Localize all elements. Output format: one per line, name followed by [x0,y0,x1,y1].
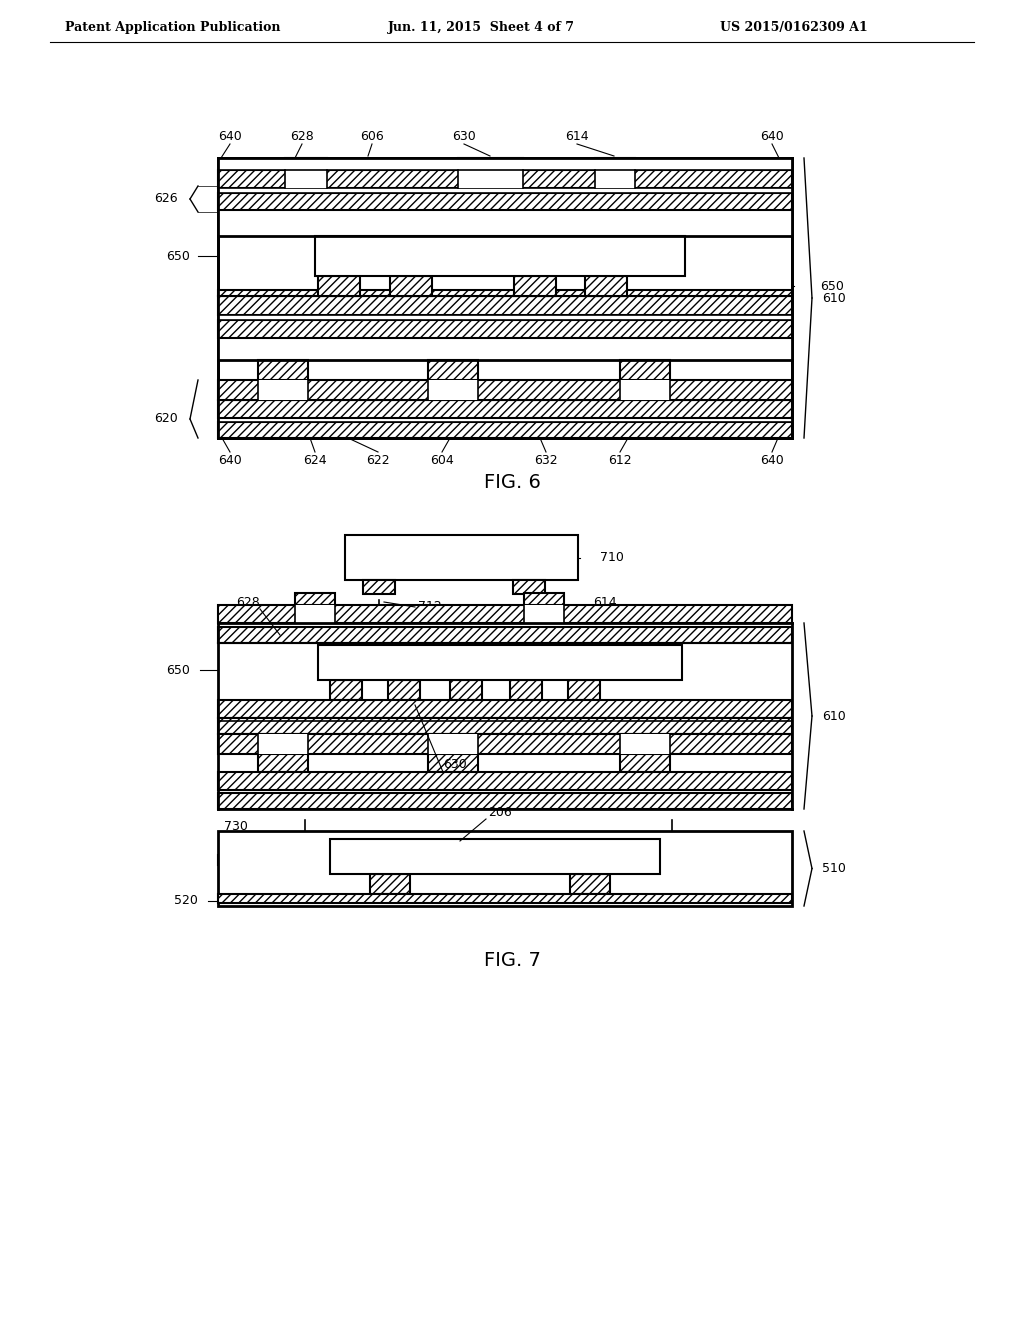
Text: 640: 640 [218,129,242,143]
Text: US 2015/0162309 A1: US 2015/0162309 A1 [720,21,867,34]
Bar [450,680,482,700]
Bar [330,680,362,700]
Bar [388,680,420,700]
Text: 612: 612 [608,454,632,466]
Bar [345,535,578,579]
Bar [458,158,523,170]
Bar [218,855,792,865]
Bar [218,319,792,338]
Bar [218,832,792,906]
Text: 712: 712 [418,601,442,614]
Bar [218,793,792,809]
Bar [218,210,792,236]
Text: 520: 520 [174,895,198,908]
Bar [568,680,600,700]
Bar [218,772,792,789]
Bar [458,170,523,187]
Text: 650: 650 [166,664,190,676]
Bar [218,643,792,688]
Bar [620,380,670,400]
Text: 604: 604 [430,454,454,466]
Bar [510,680,542,700]
Bar [218,380,792,400]
Bar [218,296,792,315]
Bar [428,754,478,772]
Bar [428,380,478,400]
Bar [218,158,792,438]
Bar [595,170,635,187]
Bar [218,315,792,319]
Text: 206: 206 [488,807,512,820]
Text: 510: 510 [822,862,846,875]
Bar [514,276,556,296]
Text: 640: 640 [760,454,784,466]
Bar [218,734,792,754]
Text: 710: 710 [600,550,624,564]
Text: 650: 650 [820,280,844,293]
Bar [258,754,308,772]
Bar [513,579,545,594]
Bar [258,734,308,754]
Bar [218,338,792,360]
Bar [218,700,792,718]
Bar [218,290,792,296]
Text: 614: 614 [593,595,616,609]
Text: 650: 650 [166,249,190,263]
Bar [620,754,670,772]
Text: 640: 640 [218,454,242,466]
Bar [218,718,792,734]
Bar [318,276,360,296]
Text: Patent Application Publication: Patent Application Publication [65,21,281,34]
Bar [428,360,478,380]
Text: 630: 630 [453,129,476,143]
Bar [524,605,564,623]
Bar [315,236,685,276]
Bar [218,170,792,187]
Bar [218,605,792,623]
Bar [218,193,792,210]
Text: 610: 610 [822,710,846,722]
Text: 622: 622 [367,454,390,466]
Text: 610: 610 [822,292,846,305]
Text: 614: 614 [565,129,589,143]
Text: 606: 606 [360,129,384,143]
Text: 630: 630 [443,758,467,771]
Bar [218,400,792,418]
Text: 626: 626 [155,193,178,206]
Bar [570,874,610,894]
Text: 624: 624 [303,454,327,466]
Bar [218,894,792,903]
Bar [295,593,335,605]
Bar [428,734,478,754]
Bar [362,579,395,594]
Bar [295,605,335,623]
Bar [330,840,660,874]
Bar [318,645,682,680]
Bar [524,593,564,605]
Text: 628: 628 [237,595,260,609]
Bar [390,276,432,296]
Text: 632: 632 [535,454,558,466]
Bar [585,276,627,296]
Text: 730: 730 [224,821,248,833]
Text: 628: 628 [290,129,314,143]
Text: 620: 620 [155,412,178,425]
Text: FIG. 6: FIG. 6 [483,473,541,491]
Bar [258,360,308,380]
Bar [218,422,792,438]
Bar [595,158,635,170]
Bar [218,627,792,643]
Bar [218,187,792,193]
Bar [370,874,410,894]
Bar [285,158,327,170]
Bar [218,418,792,422]
Bar [258,380,308,400]
Bar [620,734,670,754]
Text: 640: 640 [760,129,784,143]
Text: FIG. 7: FIG. 7 [483,952,541,970]
Bar [218,158,792,170]
Bar [285,170,327,187]
Bar [620,360,670,380]
Text: Jun. 11, 2015  Sheet 4 of 7: Jun. 11, 2015 Sheet 4 of 7 [388,21,575,34]
